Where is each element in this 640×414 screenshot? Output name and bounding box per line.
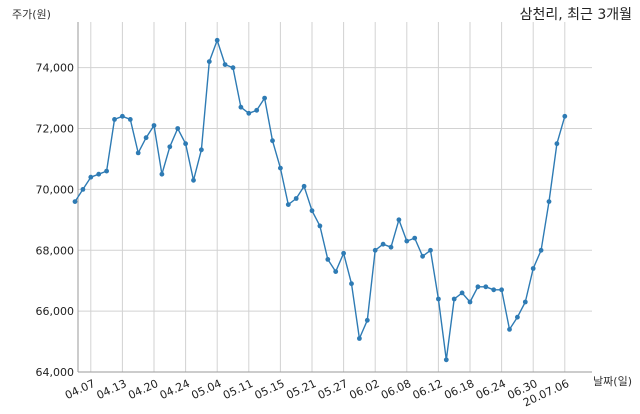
data-point [175, 126, 181, 131]
data-point [341, 250, 346, 256]
data-point [364, 317, 370, 323]
x-tick-label: 05.04 [189, 377, 223, 402]
data-point [230, 65, 236, 71]
data-point [404, 238, 410, 244]
x-axis-title: 날짜(일) [593, 374, 632, 388]
y-tick-label: 68,000 [36, 244, 75, 257]
y-tick-label: 70,000 [36, 183, 75, 196]
data-point [396, 217, 402, 223]
x-tick-label: 04.13 [95, 377, 129, 402]
data-point [191, 177, 196, 183]
x-tick-label: 06.02 [347, 377, 381, 402]
data-point [135, 150, 141, 156]
x-tick-label: 05.11 [221, 377, 255, 402]
data-point [206, 59, 212, 64]
data-point [104, 168, 109, 174]
price-series-points [72, 37, 568, 363]
data-point [443, 357, 449, 363]
data-point [293, 196, 299, 201]
data-point [436, 296, 441, 302]
x-tick-label: 04.20 [126, 377, 160, 402]
data-point [522, 299, 528, 305]
data-point [357, 336, 362, 341]
data-point [475, 284, 481, 290]
x-tick-label: 06.12 [411, 377, 445, 402]
data-point [333, 269, 339, 274]
grid-lines [78, 22, 592, 373]
data-point [459, 290, 465, 296]
data-point [507, 327, 512, 332]
data-point [499, 287, 504, 293]
data-point [380, 241, 386, 247]
data-point [491, 287, 497, 293]
x-tick-label: 06.18 [442, 377, 476, 402]
data-point [546, 199, 552, 205]
data-point [301, 183, 307, 189]
data-point [127, 117, 133, 122]
x-tick-label: 05.15 [253, 377, 287, 402]
data-point [143, 135, 149, 141]
data-point [112, 117, 117, 122]
data-point [467, 299, 473, 305]
y-tick-label: 64,000 [36, 366, 75, 379]
y-tick-label: 66,000 [36, 305, 75, 318]
data-point [515, 314, 520, 320]
data-point [554, 141, 560, 147]
data-point [262, 95, 267, 101]
data-point [214, 37, 220, 43]
data-point [120, 113, 125, 119]
data-point [167, 144, 173, 150]
data-point [451, 296, 457, 302]
data-point [254, 107, 260, 113]
axis-frame [77, 22, 592, 373]
x-tick-label: 05.27 [316, 377, 350, 402]
x-tick-label: 04.07 [63, 377, 97, 402]
data-point [88, 174, 94, 180]
data-point [151, 123, 157, 128]
data-point [183, 141, 189, 147]
data-point [388, 244, 394, 250]
data-point [278, 165, 283, 171]
data-point [317, 223, 323, 229]
x-tick-label: 05.21 [284, 377, 318, 402]
data-point [562, 113, 568, 119]
y-tick-label: 72,000 [36, 123, 75, 136]
data-point [159, 171, 165, 177]
data-point [72, 199, 78, 205]
data-point [199, 147, 204, 153]
x-tick-label: 06.08 [379, 377, 413, 402]
data-point [412, 235, 418, 241]
data-point [349, 281, 354, 287]
data-point [96, 171, 102, 177]
x-tick-labels: 04.0704.1304.2004.2405.0405.1105.1505.21… [63, 377, 571, 409]
data-point [222, 62, 228, 67]
y-axis-title: 주가(원) [12, 8, 51, 21]
x-tick-label: 04.24 [158, 377, 192, 402]
x-tick-label: 06.24 [474, 377, 508, 402]
price-series-line [74, 39, 566, 361]
data-point [372, 247, 378, 253]
data-point [428, 247, 433, 253]
data-point [285, 202, 291, 208]
chart-title: 삼천리, 최근 3개월 [520, 7, 632, 23]
data-point [238, 104, 244, 110]
y-tick-labels: 64,000 66,000 68,000 70,000 72,000 74,000 [36, 62, 75, 379]
data-point [483, 284, 489, 290]
data-point [325, 257, 331, 262]
data-point [420, 253, 425, 259]
data-point [309, 208, 315, 214]
y-tick-label: 74,000 [36, 62, 75, 75]
data-point [246, 110, 252, 116]
data-point [538, 247, 544, 253]
data-point [80, 187, 86, 192]
data-point [530, 266, 536, 271]
data-point [270, 138, 275, 144]
